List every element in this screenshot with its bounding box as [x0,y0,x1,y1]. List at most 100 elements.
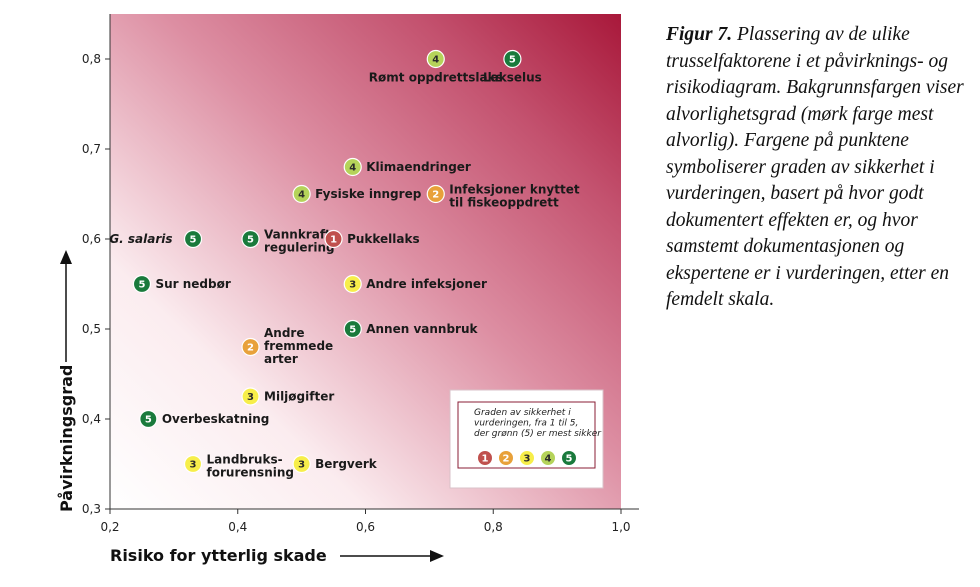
point-grade-number: 5 [509,55,516,66]
point-grade-number: 3 [247,392,254,403]
data-point: 5 G. salaris [109,229,203,249]
point-label: Infeksjoner knyttet [449,183,580,197]
point-label: Annen vannbruk [366,322,478,336]
legend-grade-number: 2 [503,453,510,464]
point-label: Landbruks- [207,453,283,467]
data-point: 4 Rømt oppdrettslaks [369,49,503,85]
point-label: Vannkraft- [264,228,336,242]
point-label: Sur nedbør [155,277,230,291]
y-axis-arrowhead [60,250,72,264]
legend-title-line: der grønn (5) er mest sikker [474,429,602,439]
point-marker [292,454,311,474]
point-grade-number: 5 [138,280,145,291]
x-axis-arrowhead [430,550,444,562]
y-tick-label: 0,6 [82,232,101,246]
data-point: 5 Annen vannbruk [343,319,479,339]
y-tick-label: 0,8 [82,52,101,66]
point-label: G. salaris [109,232,172,246]
point-label: Klimaendringer [366,160,471,174]
data-point: 1 Pukkellaks [324,229,420,249]
legend-box [449,389,604,489]
y-tick-label: 0,4 [82,412,101,426]
legend-grade-marker [561,450,577,466]
point-marker [241,387,260,406]
point-marker [324,229,343,249]
point-grade-number: 3 [298,460,305,471]
data-point: 4 Fysiske inngrep [292,184,422,204]
y-tick-label: 0,3 [82,502,101,516]
x-tick-label: 0,8 [484,520,503,534]
legend-inner-frame [457,401,596,469]
legend-grade-number: 5 [566,453,573,464]
data-point: 5 Lakselus [483,49,542,85]
figure-caption-label: Figur 7. [666,24,733,45]
point-grade-number: 4 [432,55,439,66]
legend-title-line: Graden av sikkerhet i [474,408,571,418]
point-grade-number: 2 [247,343,254,354]
point-label: Overbeskatning [162,412,270,426]
data-point: 3 Landbruks-forurensning [183,453,294,480]
point-marker [292,184,311,204]
legend-grade-marker [477,450,493,466]
point-marker [343,274,362,294]
data-point: 3 Miljøgifter [241,387,334,406]
x-tick-label: 0,4 [228,520,247,534]
point-marker [241,337,260,357]
point-label: Bergverk [315,457,378,471]
data-point: 5 Overbeskatning [139,409,270,429]
x-tick-label: 1,0 [611,520,630,534]
legend-grade-number: 3 [524,453,531,464]
point-grade-number: 4 [298,190,305,201]
point-label: Pukkellaks [347,232,420,246]
x-axis-title: Risiko for ytterlig skade [110,546,327,565]
legend-grade-number: 1 [482,453,489,464]
y-tick-label: 0,7 [82,142,101,156]
point-marker [503,49,522,69]
point-marker [343,319,362,339]
legend-grade-marker [540,450,556,466]
point-label: regulering [264,241,335,255]
x-tick-label: 0,2 [100,520,119,534]
point-marker [426,184,445,204]
point-label: Andre infeksjoner [366,277,487,291]
data-point: 3 Bergverk [292,454,378,474]
legend-grade-marker [498,450,514,466]
point-grade-number: 5 [190,235,197,246]
point-marker [132,274,152,294]
point-label: Fysiske inngrep [315,187,422,201]
point-label: til fiskeoppdrett [449,196,559,210]
point-marker [241,229,260,249]
point-marker [183,454,203,474]
point-label: Miljøgifter [264,390,334,404]
point-label: Rømt oppdrettslaks [369,71,503,85]
legend-grade-number: 4 [545,453,552,464]
data-point: 3 Andre infeksjoner [343,274,487,294]
point-grade-number: 4 [349,163,356,174]
point-grade-number: 1 [330,235,337,246]
x-tick-label: 0,6 [356,520,375,534]
figure-caption: Figur 7. Plassering av de ulike trusself… [666,22,978,314]
point-grade-number: 5 [247,235,254,246]
figure-caption-text: Plassering av de ulike trusselfaktorene … [666,24,964,310]
point-grade-number: 3 [190,460,197,471]
point-marker [139,409,158,429]
risk-impact-chart: 0,2 0,4 0,6 0,8 1,0 0,3 0,4 0,5 0,6 0,7 0,8 Risiko … [57,14,639,565]
point-marker [426,49,445,69]
point-label: fremmede [264,339,333,353]
legend-title-line: vurderingen, fra 1 til 5, [474,419,578,429]
point-grade-number: 2 [432,190,439,201]
point-marker [343,157,362,177]
point-grade-number: 5 [349,325,356,336]
point-grade-number: 3 [349,280,356,291]
data-point: 4 Klimaendringer [343,157,471,177]
point-label: forurensning [207,466,294,480]
data-point: 5 Vannkraft-regulering [241,228,336,255]
point-marker [183,229,203,249]
y-tick-label: 0,5 [82,322,101,336]
data-point: 5 Sur nedbør [132,274,231,294]
legend-grade-marker [519,450,535,466]
y-axis-title: Påvirkningsgrad [57,365,76,512]
point-label: Lakselus [483,71,542,85]
point-label: Andre [264,326,304,340]
